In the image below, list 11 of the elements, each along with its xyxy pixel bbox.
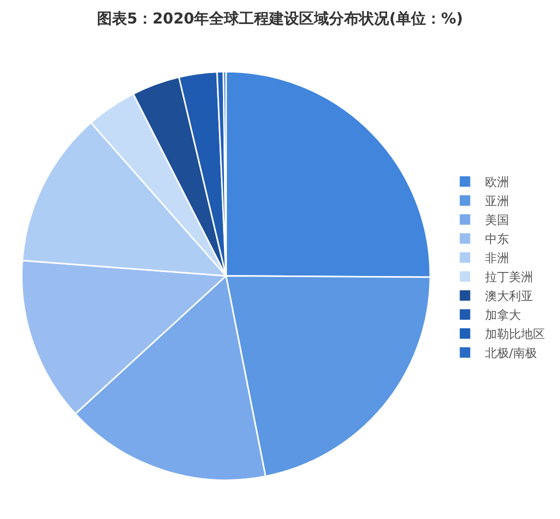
legend-label: 拉丁美洲 (485, 270, 533, 284)
legend-label: 加拿大 (485, 308, 521, 322)
legend-label: 亚洲 (485, 194, 509, 208)
legend-label: 中东 (485, 232, 509, 246)
legend-label: 北极/南极 (485, 346, 538, 360)
legend-label: 非洲 (485, 251, 509, 266)
legend-label: 澳大利亚 (485, 289, 533, 304)
chart-title: 图表5：2020年全球工程建设区域分布状况(单位：%) (97, 9, 463, 28)
legend-label: 加勒比地区 (485, 327, 545, 342)
legend-label: 美国 (485, 213, 509, 228)
legend-label: 欧洲 (485, 175, 509, 190)
